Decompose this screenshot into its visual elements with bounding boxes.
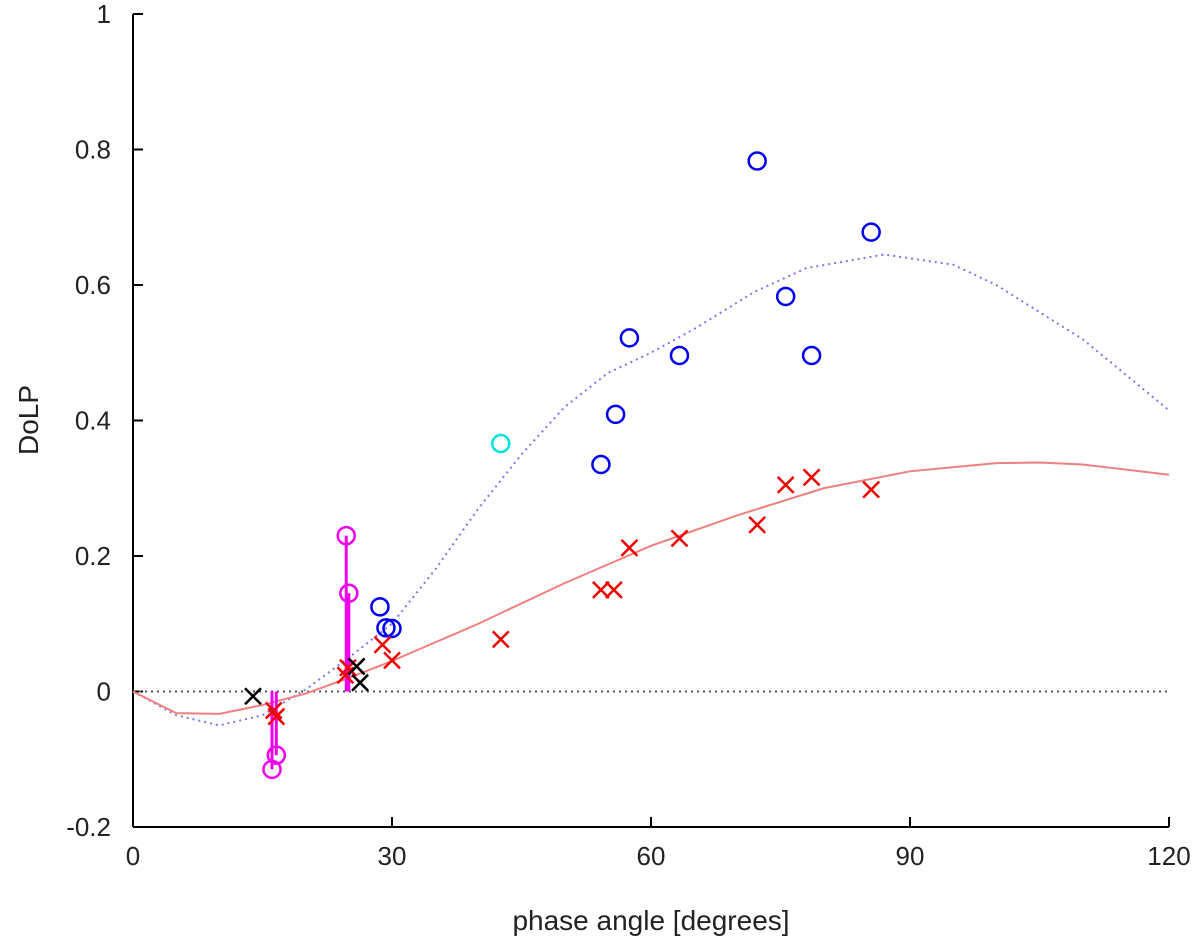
data-point-x (604, 580, 623, 599)
y-tick-label: 0.6 (75, 270, 111, 300)
y-tick-label: 0.8 (75, 135, 111, 165)
data-point-circle (262, 759, 282, 780)
x-tick-label: 60 (637, 841, 666, 871)
x-tick-label: 0 (126, 841, 140, 871)
data-point-x (267, 707, 286, 726)
data-point-circle (491, 433, 511, 454)
y-tick-label: 0 (97, 677, 111, 707)
x-tick-label: 120 (1147, 841, 1190, 871)
data-point-x (373, 635, 392, 654)
data-point-x (383, 651, 401, 670)
y-tick-label: 0.4 (75, 406, 111, 436)
data-point-x (244, 687, 262, 706)
data-point-circle (336, 525, 356, 546)
data-point-circle (775, 286, 796, 307)
data-point-circle (861, 222, 881, 242)
fit-curve (132, 253, 1170, 727)
axes: 0 30 60 90 120 -0.2 0 0.2 0.4 0.6 0.8 1 (66, 0, 1191, 871)
data-point-circle (591, 454, 611, 475)
data-point-x (670, 529, 689, 548)
data-point-x (491, 630, 510, 649)
data-point-circle (376, 618, 396, 638)
y-tick-label: -0.2 (66, 812, 111, 842)
y-tick-label: 1 (97, 0, 111, 29)
data-point-circle (605, 404, 626, 425)
data-point-circle (669, 345, 690, 366)
data-point-circle (266, 745, 287, 765)
data-point-x (620, 538, 639, 557)
data-point-x (748, 515, 767, 534)
marks (132, 151, 1170, 780)
x-axis-label: phase angle [degrees] (512, 905, 789, 936)
fit-curve (132, 461, 1170, 715)
data-point-x (592, 580, 610, 599)
y-axis-label: DoLP (13, 385, 44, 455)
data-point-x (862, 480, 881, 499)
data-point-x (802, 468, 821, 487)
data-point-circle (747, 151, 767, 171)
data-point-circle (382, 618, 402, 639)
data-point-x (347, 657, 366, 676)
data-point-circle (801, 345, 822, 366)
y-tick-label: 0.2 (75, 541, 111, 571)
x-tick-label: 30 (378, 841, 407, 871)
x-tick-label: 90 (896, 841, 925, 871)
data-point-x (264, 701, 283, 720)
data-point-x (776, 475, 795, 494)
data-point-circle (370, 597, 390, 617)
data-point-circle (619, 328, 640, 348)
data-point-x (351, 673, 369, 692)
data-point-circle (339, 583, 359, 604)
